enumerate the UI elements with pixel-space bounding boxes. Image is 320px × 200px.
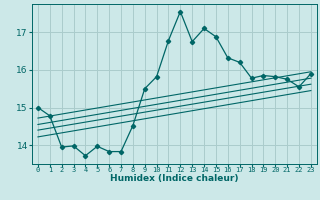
X-axis label: Humidex (Indice chaleur): Humidex (Indice chaleur) — [110, 174, 239, 183]
